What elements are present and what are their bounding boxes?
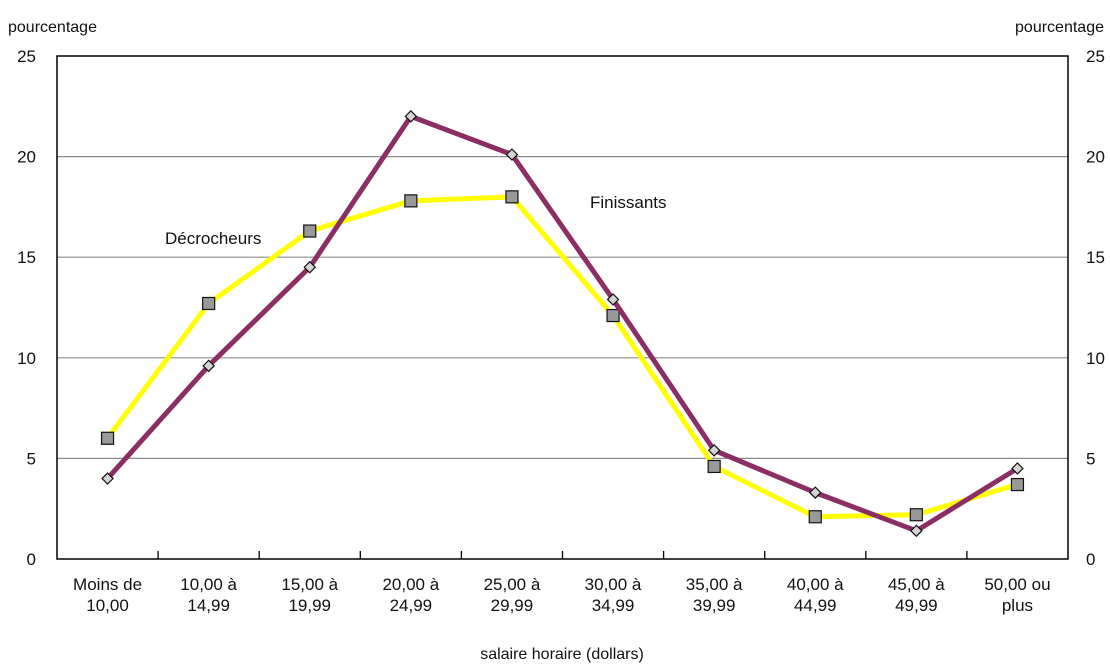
x-tick-label: Moins de 10,00 bbox=[73, 575, 142, 615]
x-tick-label: 15,00 à 19,99 bbox=[281, 575, 338, 615]
y-tick-label-left: 20 bbox=[17, 148, 36, 167]
y-axis-title-left: pourcentage bbox=[8, 19, 97, 36]
x-tick-label: 30,00 à 34,99 bbox=[585, 575, 642, 615]
data-point bbox=[1011, 462, 1024, 475]
data-point bbox=[707, 444, 721, 457]
annotation-decrocheurs: Décrocheurs bbox=[165, 229, 261, 248]
data-point bbox=[808, 510, 822, 524]
data-point bbox=[404, 194, 418, 208]
x-tick-label: 25,00 à 29,99 bbox=[484, 575, 541, 615]
x-tick-label: 35,00 à 39,99 bbox=[686, 575, 743, 615]
y-tick-label-right: 10 bbox=[1086, 349, 1105, 368]
x-axis-ticks bbox=[157, 551, 968, 559]
data-point bbox=[909, 508, 923, 522]
y-tick-label-left: 15 bbox=[17, 248, 36, 267]
y-axis-tick-labels: 0 0 5 5 10 10 15 15 20 20 25 25 bbox=[17, 47, 1105, 569]
y-tick-label-right: 0 bbox=[1086, 550, 1095, 569]
data-point bbox=[303, 224, 317, 238]
x-axis-tick-labels: Moins de 10,00 10,00 à 14,99 15,00 à 19,99 20,… bbox=[73, 575, 1050, 615]
data-point bbox=[100, 431, 115, 445]
y-tick-label-left: 0 bbox=[27, 550, 36, 569]
data-point bbox=[202, 296, 216, 311]
series-line bbox=[105, 113, 1020, 534]
x-tick-label: 20,00 à 24,99 bbox=[382, 575, 439, 615]
data-point bbox=[1010, 477, 1025, 492]
data-point bbox=[505, 190, 519, 204]
data-point bbox=[606, 293, 620, 306]
y-tick-label-right: 20 bbox=[1086, 148, 1105, 167]
data-point bbox=[303, 260, 317, 274]
x-tick-label: 50,00 ou plus bbox=[984, 575, 1050, 615]
y-axis-title-right: pourcentage bbox=[1015, 19, 1104, 36]
data-point bbox=[606, 308, 620, 323]
annotation-finissants: Finissants bbox=[590, 193, 667, 212]
data-point bbox=[202, 359, 215, 373]
x-tick-label: 10,00 à 14,99 bbox=[180, 575, 237, 615]
x-tick-label: 40,00 à 44,99 bbox=[787, 575, 844, 615]
series-line bbox=[105, 194, 1020, 520]
x-tick-label: 45,00 à 49,99 bbox=[888, 575, 945, 615]
data-point bbox=[101, 472, 114, 485]
x-axis-title: salaire horaire (dollars) bbox=[480, 646, 644, 663]
y-tick-label-right: 25 bbox=[1086, 47, 1105, 66]
y-tick-label-right: 15 bbox=[1086, 248, 1105, 267]
series-lines bbox=[100, 110, 1025, 538]
data-point bbox=[404, 110, 418, 123]
data-point bbox=[910, 524, 923, 538]
data-point bbox=[808, 486, 822, 499]
series-d-crocheurs bbox=[100, 190, 1025, 524]
y-tick-label-left: 5 bbox=[27, 449, 36, 468]
data-point bbox=[505, 148, 519, 161]
y-tick-label-left: 10 bbox=[17, 349, 36, 368]
data-point bbox=[707, 459, 721, 474]
y-tick-label-right: 5 bbox=[1086, 449, 1095, 468]
series-finissants bbox=[101, 110, 1024, 538]
y-tick-label-left: 25 bbox=[17, 47, 36, 66]
